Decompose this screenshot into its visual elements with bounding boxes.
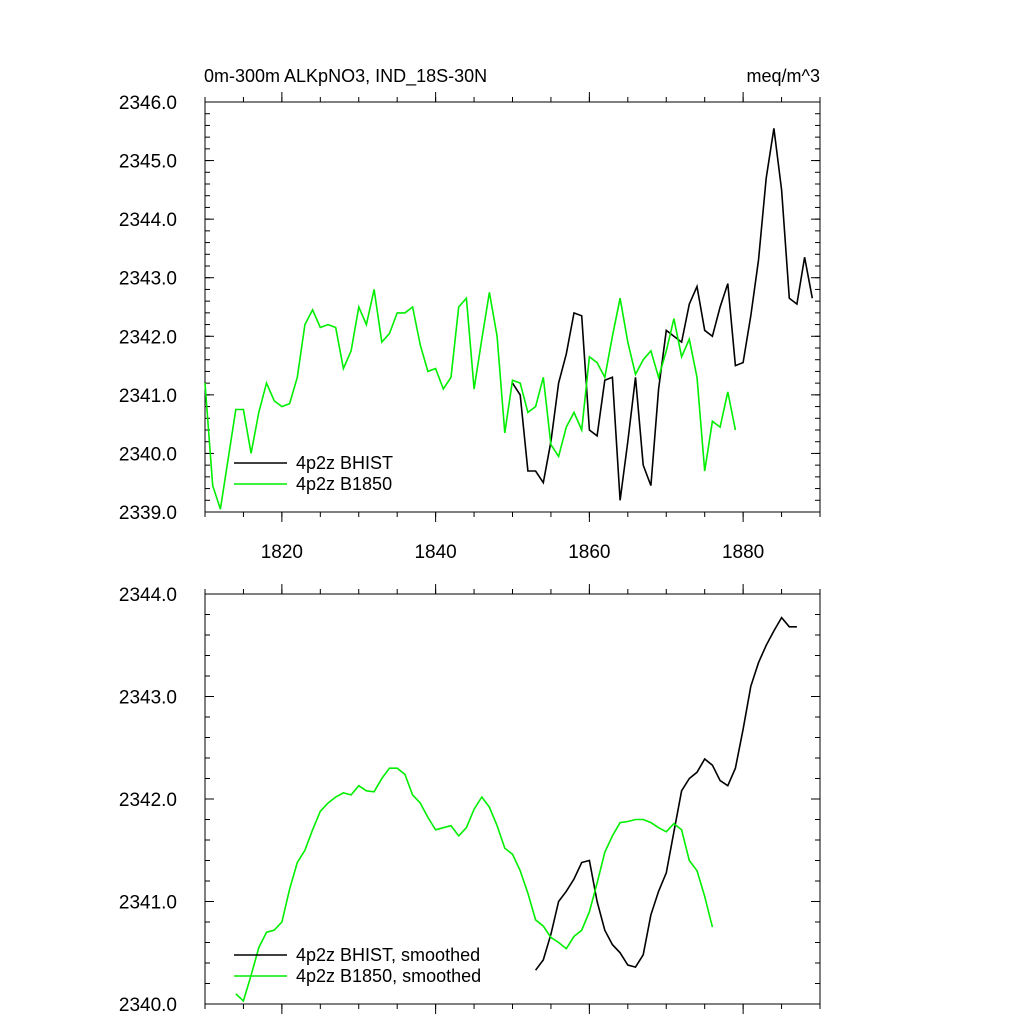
series-line-bhist bbox=[511, 128, 814, 501]
x-axis: 1820 1840 1860 1880 bbox=[204, 92, 821, 563]
data-lines bbox=[235, 616, 797, 1003]
y-tick-label: 2341.0 bbox=[119, 893, 177, 914]
series-line-bhist bbox=[534, 616, 797, 971]
plot-frame bbox=[204, 593, 821, 1005]
y-tick-label: 2344.0 bbox=[119, 585, 177, 606]
plot-frame bbox=[204, 101, 821, 513]
y-tick-label: 2346.0 bbox=[119, 93, 177, 114]
y-tick-label: 2341.0 bbox=[119, 386, 177, 407]
y-tick-label: 2345.0 bbox=[119, 152, 177, 173]
data-lines bbox=[204, 128, 814, 510]
y-tick-label: 2343.0 bbox=[119, 269, 177, 290]
y-tick-label: 2340.0 bbox=[119, 444, 177, 465]
chart-units: meq/m^3 bbox=[747, 66, 820, 86]
x-tick-label: 1880 bbox=[722, 542, 764, 563]
series-line-b1850 bbox=[204, 289, 737, 510]
chart-panel-smoothed: 2340.0 2341.0 2342.0 2343.0 2344.0 4p2z BHIS… bbox=[119, 584, 821, 1016]
legend-label: 4p2z BHIST bbox=[296, 453, 393, 473]
y-axis: 2339.0 2340.0 2341.0 2342.0 2343.0 2344.0 2345… bbox=[119, 93, 820, 524]
y-tick-label: 2343.0 bbox=[119, 688, 177, 709]
chart-panel-raw: 0m-300m ALKpNO3, IND_18S-30N meq/m^3 233… bbox=[119, 66, 821, 563]
y-axis: 2340.0 2341.0 2342.0 2343.0 2344.0 bbox=[119, 585, 820, 1016]
y-tick-label: 2339.0 bbox=[119, 503, 177, 524]
y-tick-label: 2342.0 bbox=[119, 790, 177, 811]
y-tick-label: 2340.0 bbox=[119, 995, 177, 1016]
x-axis bbox=[204, 584, 821, 1014]
legend-label: 4p2z B1850, smoothed bbox=[296, 966, 481, 986]
chart-title: 0m-300m ALKpNO3, IND_18S-30N bbox=[204, 66, 487, 87]
x-tick-label: 1820 bbox=[261, 542, 303, 563]
x-tick-label: 1840 bbox=[414, 542, 456, 563]
legend-label: 4p2z B1850 bbox=[296, 474, 392, 494]
series-line-b1850 bbox=[235, 767, 714, 1003]
legend-label: 4p2z BHIST, smoothed bbox=[296, 945, 480, 965]
y-tick-label: 2342.0 bbox=[119, 327, 177, 348]
y-tick-label: 2344.0 bbox=[119, 210, 177, 231]
x-tick-label: 1860 bbox=[568, 542, 610, 563]
